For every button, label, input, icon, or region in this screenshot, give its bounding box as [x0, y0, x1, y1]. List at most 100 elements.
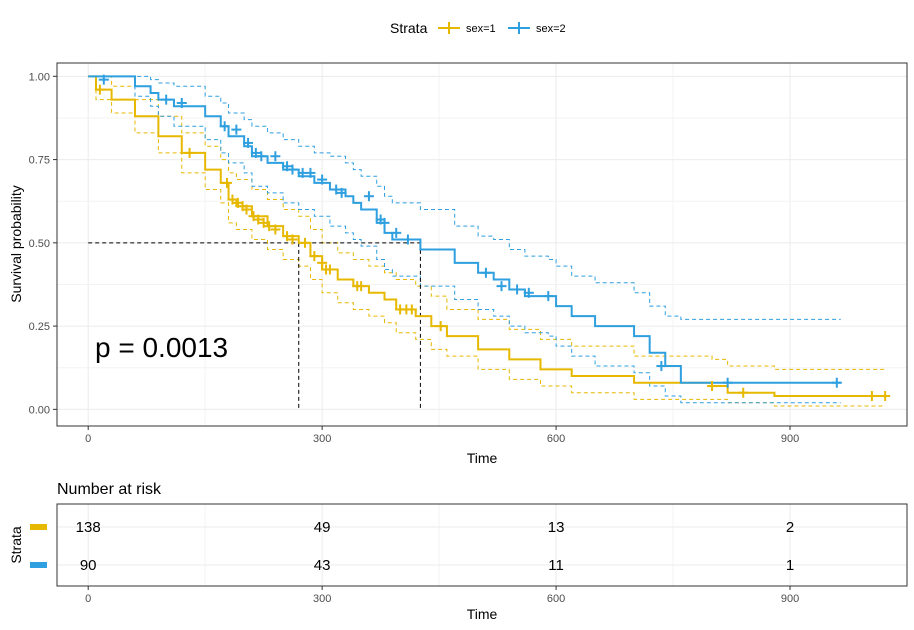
- censor-mark-2: [722, 377, 733, 388]
- risk-table-values: 138 49 13 290 43 11 1: [76, 519, 795, 574]
- ci-upper-2: [88, 75, 841, 320]
- censor-mark-1: [227, 194, 238, 205]
- censor-mark-2: [402, 234, 413, 245]
- censor-mark-2: [391, 227, 402, 238]
- censor-mark-2: [256, 151, 267, 162]
- risk-x-tick-label: 900: [781, 593, 799, 605]
- censor-mark-1: [258, 217, 269, 228]
- censor-mark-2: [287, 164, 298, 175]
- censor-mark-1: [270, 224, 281, 235]
- censor-mark-1: [435, 321, 446, 332]
- y-tick-label: 0.75: [29, 155, 50, 167]
- censor-mark-2: [543, 291, 554, 302]
- x-axis-ticks: 0 300 600 900: [85, 426, 799, 445]
- censor-mark-1: [282, 231, 293, 242]
- censor-mark-2: [363, 191, 374, 202]
- plot-border: [56, 62, 908, 427]
- risk-count: 90: [80, 557, 97, 574]
- censor-mark-2: [379, 217, 390, 228]
- risk-table-title: Number at risk: [57, 481, 162, 498]
- censor-mark-2: [176, 97, 187, 108]
- ci-upper-1: [88, 75, 886, 370]
- censor-mark-2: [305, 167, 316, 178]
- x-axis-title: Time: [467, 450, 498, 466]
- confidence-bands: [88, 75, 886, 407]
- censor-mark-1: [94, 84, 105, 95]
- legend-label-sex1: sex=1: [466, 23, 496, 35]
- censor-mark-1: [406, 304, 417, 315]
- x-tick-label: 300: [313, 433, 331, 445]
- censor-mark-1: [287, 234, 298, 245]
- censor-mark-1: [866, 391, 877, 402]
- censor-mark-2: [656, 361, 667, 372]
- y-tick-label: 1.00: [29, 71, 50, 83]
- ci-lower-2: [88, 75, 841, 404]
- censor-mark-2: [496, 281, 507, 292]
- risk-x-tick-label: 600: [547, 593, 565, 605]
- censor-mark-2: [523, 287, 534, 298]
- censor-mark-2: [282, 161, 293, 172]
- median-lines: [88, 242, 421, 410]
- risk-count: 2: [786, 519, 794, 536]
- survival-plot: 0 300 600 900 0.00 0.25 0.50 0.75 1.00 p = 0.00…: [8, 62, 908, 466]
- risk-table: Number at risk 138 49 13 290 43 11 1 0 300 600 90…: [8, 481, 908, 622]
- x-tick-label: 0: [85, 433, 91, 445]
- risk-table-border: [56, 503, 908, 587]
- censor-mark-2: [231, 124, 242, 135]
- y-tick-label: 0.00: [29, 404, 50, 416]
- censor-mark-2: [317, 174, 328, 185]
- survival-curve-2: [88, 75, 841, 384]
- censor-mark-1: [222, 177, 232, 188]
- risk-x-axis-ticks: 0 300 600 900: [85, 586, 799, 605]
- risk-strata-key-2: [30, 562, 47, 568]
- risk-table-grid: [57, 504, 907, 586]
- censor-mark-1: [880, 391, 891, 402]
- censor-mark-1: [738, 387, 749, 398]
- censor-mark-1: [184, 147, 195, 158]
- censor-mark-2: [512, 284, 523, 295]
- risk-x-tick-label: 0: [85, 593, 91, 605]
- censor-mark-1: [324, 264, 335, 275]
- risk-count: 13: [548, 519, 565, 536]
- censor-mark-2: [161, 94, 172, 105]
- risk-strata-key-1: [30, 524, 47, 530]
- risk-count: 43: [314, 557, 331, 574]
- risk-x-axis-title: Time: [467, 606, 498, 622]
- censor-mark-1: [317, 257, 328, 268]
- censor-mark-2: [331, 184, 342, 195]
- risk-count: 1: [786, 557, 794, 574]
- legend-title: Strata: [390, 20, 428, 36]
- ci-lower-1: [88, 75, 886, 407]
- censor-mark-1: [707, 381, 718, 392]
- censor-mark-2: [219, 121, 230, 132]
- censor-mark-1: [253, 214, 264, 225]
- y-tick-label: 0.25: [29, 321, 50, 333]
- y-axis-title: Survival probability: [8, 185, 24, 303]
- censor-mark-2: [243, 137, 254, 148]
- censor-mark-2: [98, 74, 109, 85]
- p-value-annotation: p = 0.0013: [95, 332, 228, 363]
- censor-mark-2: [480, 267, 491, 278]
- y-tick-label: 0.50: [29, 238, 50, 250]
- risk-x-tick-label: 300: [313, 593, 331, 605]
- risk-table-strata-keys: [30, 524, 47, 568]
- legend: Strata sex=1 sex=2: [390, 20, 566, 36]
- censor-mark-1: [264, 221, 275, 232]
- risk-count: 138: [76, 519, 101, 536]
- censor-mark-2: [270, 151, 281, 162]
- censor-marks: [94, 74, 891, 402]
- censor-mark-1: [309, 251, 320, 262]
- legend-label-sex2: sex=2: [536, 23, 566, 35]
- risk-y-axis-title: Strata: [8, 526, 24, 564]
- censor-mark-1: [241, 204, 252, 215]
- plot-grid: [57, 63, 907, 426]
- censor-mark-1: [299, 237, 310, 248]
- risk-count: 49: [314, 519, 331, 536]
- censor-mark-2: [831, 377, 842, 388]
- risk-count: 11: [548, 557, 564, 574]
- x-tick-label: 600: [547, 433, 565, 445]
- y-axis-ticks: 0.00 0.25 0.50 0.75 1.00: [29, 71, 57, 416]
- x-tick-label: 900: [781, 433, 799, 445]
- censor-mark-1: [356, 281, 367, 292]
